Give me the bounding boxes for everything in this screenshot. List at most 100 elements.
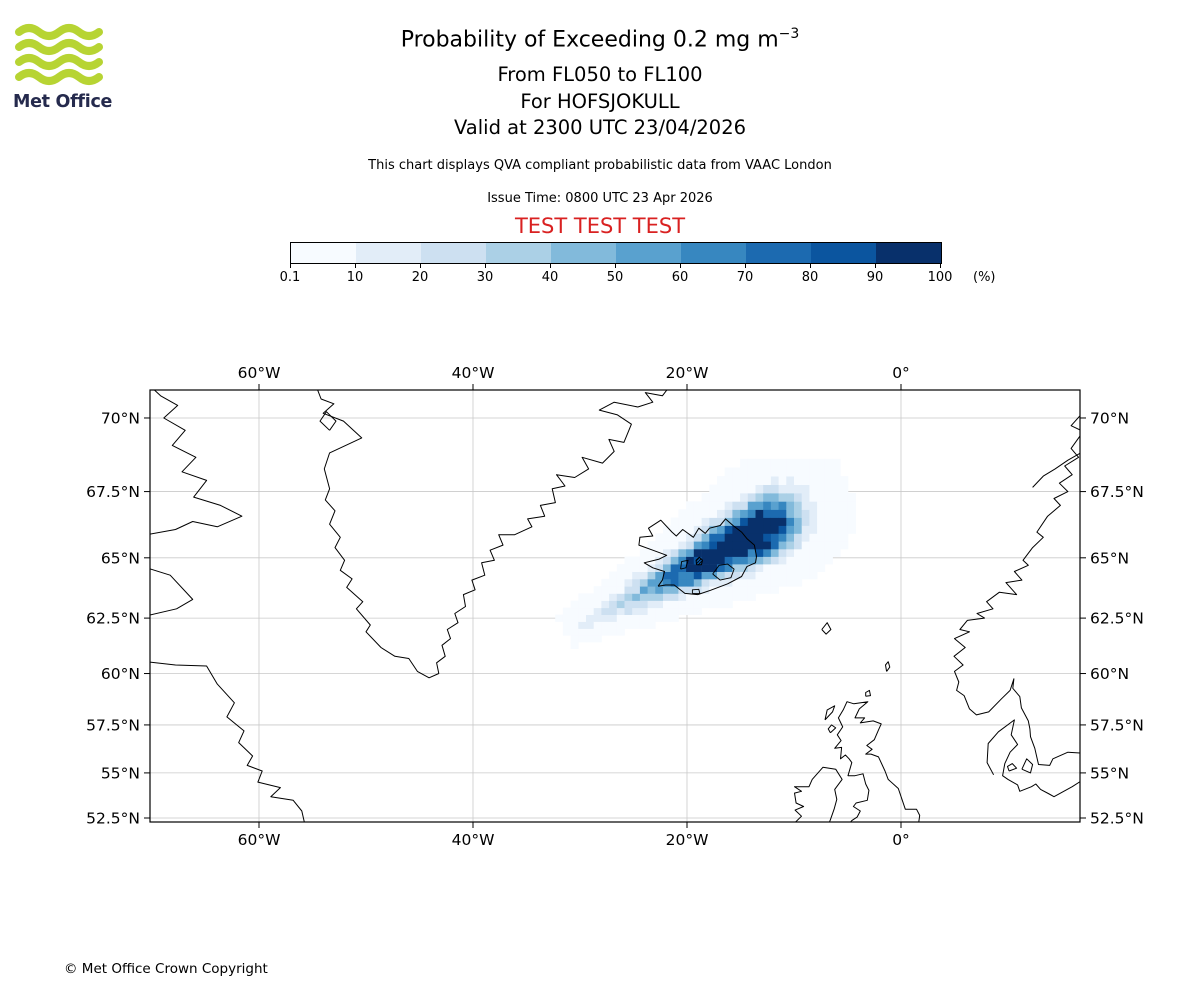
plume-cell xyxy=(801,501,810,510)
coastline xyxy=(794,766,843,822)
plume-cell xyxy=(717,509,726,518)
plume-cell xyxy=(801,548,810,557)
plume-cell xyxy=(601,614,610,622)
plume-cell xyxy=(755,509,764,518)
plume-cell xyxy=(647,541,656,550)
plume-cell xyxy=(778,564,787,572)
plume-cell xyxy=(770,458,779,468)
plume-cell xyxy=(809,517,818,526)
plume-cell xyxy=(724,467,733,477)
plume-cell xyxy=(593,586,602,594)
coastline xyxy=(1021,758,1034,774)
plume-cell xyxy=(709,484,718,494)
plume-cell xyxy=(717,571,726,580)
plume-cell xyxy=(570,621,579,629)
plume-cell xyxy=(763,556,772,565)
plume-cell xyxy=(717,493,726,502)
coastline xyxy=(953,435,1080,766)
lon-tick-label: 60°W xyxy=(238,831,281,849)
plume-cell xyxy=(709,501,718,510)
plume-cell xyxy=(717,517,726,526)
plume-cell xyxy=(670,533,679,542)
plume-cell xyxy=(593,607,602,615)
plume-cell xyxy=(747,525,756,534)
plume-cell xyxy=(809,564,818,572)
plume-cell xyxy=(770,548,779,557)
plume-cell xyxy=(693,533,702,542)
plume-cell xyxy=(678,578,687,587)
plume-cell xyxy=(701,501,710,510)
lon-tick-label: 0° xyxy=(892,364,910,382)
plume-cell xyxy=(701,564,710,572)
glacier-outline xyxy=(712,563,735,581)
plume-cell xyxy=(570,628,579,636)
coastline xyxy=(150,390,243,535)
plume-cell xyxy=(670,600,679,609)
plume-cell xyxy=(693,541,702,550)
plume-cell xyxy=(724,476,733,485)
plume-cell xyxy=(840,533,849,542)
plume-cell xyxy=(832,533,841,542)
plume-cell xyxy=(609,578,618,587)
plume-cell xyxy=(655,556,664,565)
plume-cell xyxy=(832,517,841,526)
coastline-iceland xyxy=(638,518,757,596)
plume-cell xyxy=(763,458,772,468)
plume-cell xyxy=(732,467,741,477)
plume-cell xyxy=(732,517,741,526)
plume-cell xyxy=(624,586,633,594)
plume-cell xyxy=(624,607,633,615)
plume-cell xyxy=(732,541,741,550)
plume-cell xyxy=(701,541,710,550)
axis-labels: 60°W 60°W 40°W 40°W 20°W 20°W 0° 0° 70°N 70°N 67.5… xyxy=(86,364,1144,849)
plume-cell xyxy=(732,548,741,557)
plume-cell xyxy=(763,578,772,587)
plume-cell xyxy=(794,517,803,526)
plume-cell xyxy=(740,484,749,494)
plume-cell xyxy=(763,533,772,542)
plume-cell xyxy=(817,501,826,510)
plume-cell xyxy=(778,533,787,542)
plume-cell xyxy=(817,533,826,542)
plume-cell xyxy=(809,501,818,510)
plume-cell xyxy=(747,458,756,468)
colorbar-tick-label: 0.1 xyxy=(279,270,301,285)
plume-cell xyxy=(593,635,602,643)
plume-cell xyxy=(770,484,779,494)
plume-cell xyxy=(701,586,710,594)
colorbar-tick xyxy=(485,264,486,268)
plume-cell xyxy=(809,525,818,534)
plume-cell xyxy=(709,493,718,502)
test-banner: TEST TEST TEST xyxy=(514,214,686,238)
plume-cell xyxy=(624,571,633,580)
coastline xyxy=(319,411,337,431)
plume-cell xyxy=(663,578,672,587)
coastline xyxy=(150,568,194,616)
plume-cell xyxy=(747,548,756,557)
plume-cell xyxy=(763,525,772,534)
plume-cell xyxy=(801,564,810,572)
plume-cell xyxy=(763,467,772,477)
plume-cell xyxy=(632,593,641,601)
plume-cell xyxy=(647,564,656,572)
plume-cell xyxy=(578,600,587,609)
plume-cell xyxy=(794,578,803,587)
plume-cell xyxy=(840,476,849,485)
plume-cell xyxy=(647,571,656,580)
plume-cell xyxy=(770,509,779,518)
plume-cell xyxy=(824,458,833,468)
plume-cell xyxy=(663,607,672,615)
plume-cell xyxy=(809,509,818,518)
plume-cell xyxy=(740,571,749,580)
plume-cell xyxy=(655,600,664,609)
plume-cell xyxy=(570,600,579,609)
plume-cell xyxy=(632,621,641,629)
plume-cell xyxy=(763,484,772,494)
plume-cell xyxy=(740,564,749,572)
plume-cell xyxy=(824,548,833,557)
plume-cell xyxy=(639,578,648,587)
plume-cell xyxy=(609,593,618,601)
plume-cell xyxy=(624,556,633,565)
plume-cell xyxy=(770,525,779,534)
plume-cell xyxy=(670,564,679,572)
